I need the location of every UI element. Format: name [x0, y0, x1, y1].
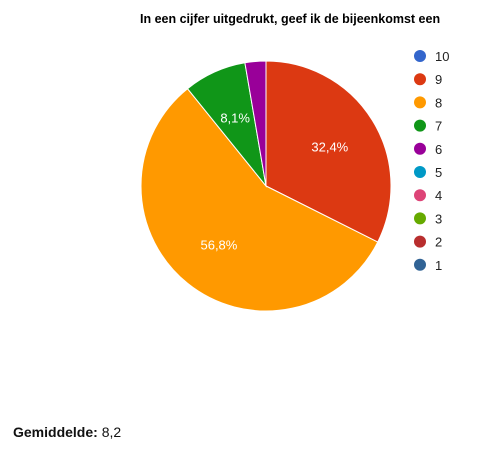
legend-label-4: 4: [435, 188, 442, 203]
legend-marker-6: [414, 142, 426, 155]
pie-slice-8: [140, 87, 379, 312]
legend-item-7: 7: [414, 119, 442, 134]
slice-label-8: 56,8%: [200, 237, 237, 252]
legend-label-6: 6: [435, 142, 442, 157]
legend-label-3: 3: [435, 211, 442, 226]
legend-item-10: 10: [414, 49, 449, 64]
legend-item-4: 4: [414, 188, 442, 203]
legend-label-2: 2: [435, 235, 442, 250]
legend-marker-10: [414, 50, 426, 62]
pie-slice-6: [244, 60, 267, 187]
legend-item-9: 9: [414, 72, 442, 87]
legend-label-8: 8: [435, 95, 442, 110]
legend-item-2: 2: [414, 235, 442, 250]
legend-label-5: 5: [435, 165, 442, 180]
average-summary: Gemiddelde: 8,2: [13, 424, 121, 440]
legend-label-1: 1: [435, 258, 442, 273]
legend-marker-5: [414, 166, 426, 178]
average-value: 8,2: [101, 424, 122, 440]
legend-marker-7: [414, 119, 426, 132]
slice-label-7: 8,1%: [220, 111, 250, 126]
average-label: Gemiddelde:: [13, 424, 98, 440]
legend-marker-4: [414, 189, 426, 202]
legend-item-6: 6: [414, 142, 442, 157]
legend-item-1: 1: [414, 258, 442, 273]
legend-item-8: 8: [414, 95, 442, 110]
slice-label-9: 32,4%: [311, 140, 348, 155]
chart-title: In een cijfer uitgedrukt, geef ik de bij…: [140, 12, 440, 26]
legend-item-5: 5: [414, 165, 442, 180]
pie-slice-9: [265, 60, 392, 243]
pie-slice-labels: 32,4% 56,8% 8,1%: [200, 111, 348, 253]
legend-item-3: 3: [414, 211, 442, 226]
legend-marker-8: [414, 96, 426, 109]
pie-slices: [140, 60, 392, 312]
legend-marker-9: [414, 73, 426, 86]
legend-marker-2: [414, 235, 426, 248]
chart-legend: 10 9 8 7 6 5 4 3 2 1: [414, 49, 449, 273]
legend-label-10: 10: [435, 49, 449, 64]
legend-marker-1: [414, 258, 426, 271]
legend-label-7: 7: [435, 119, 442, 134]
legend-marker-3: [414, 212, 426, 225]
legend-label-9: 9: [435, 72, 442, 87]
